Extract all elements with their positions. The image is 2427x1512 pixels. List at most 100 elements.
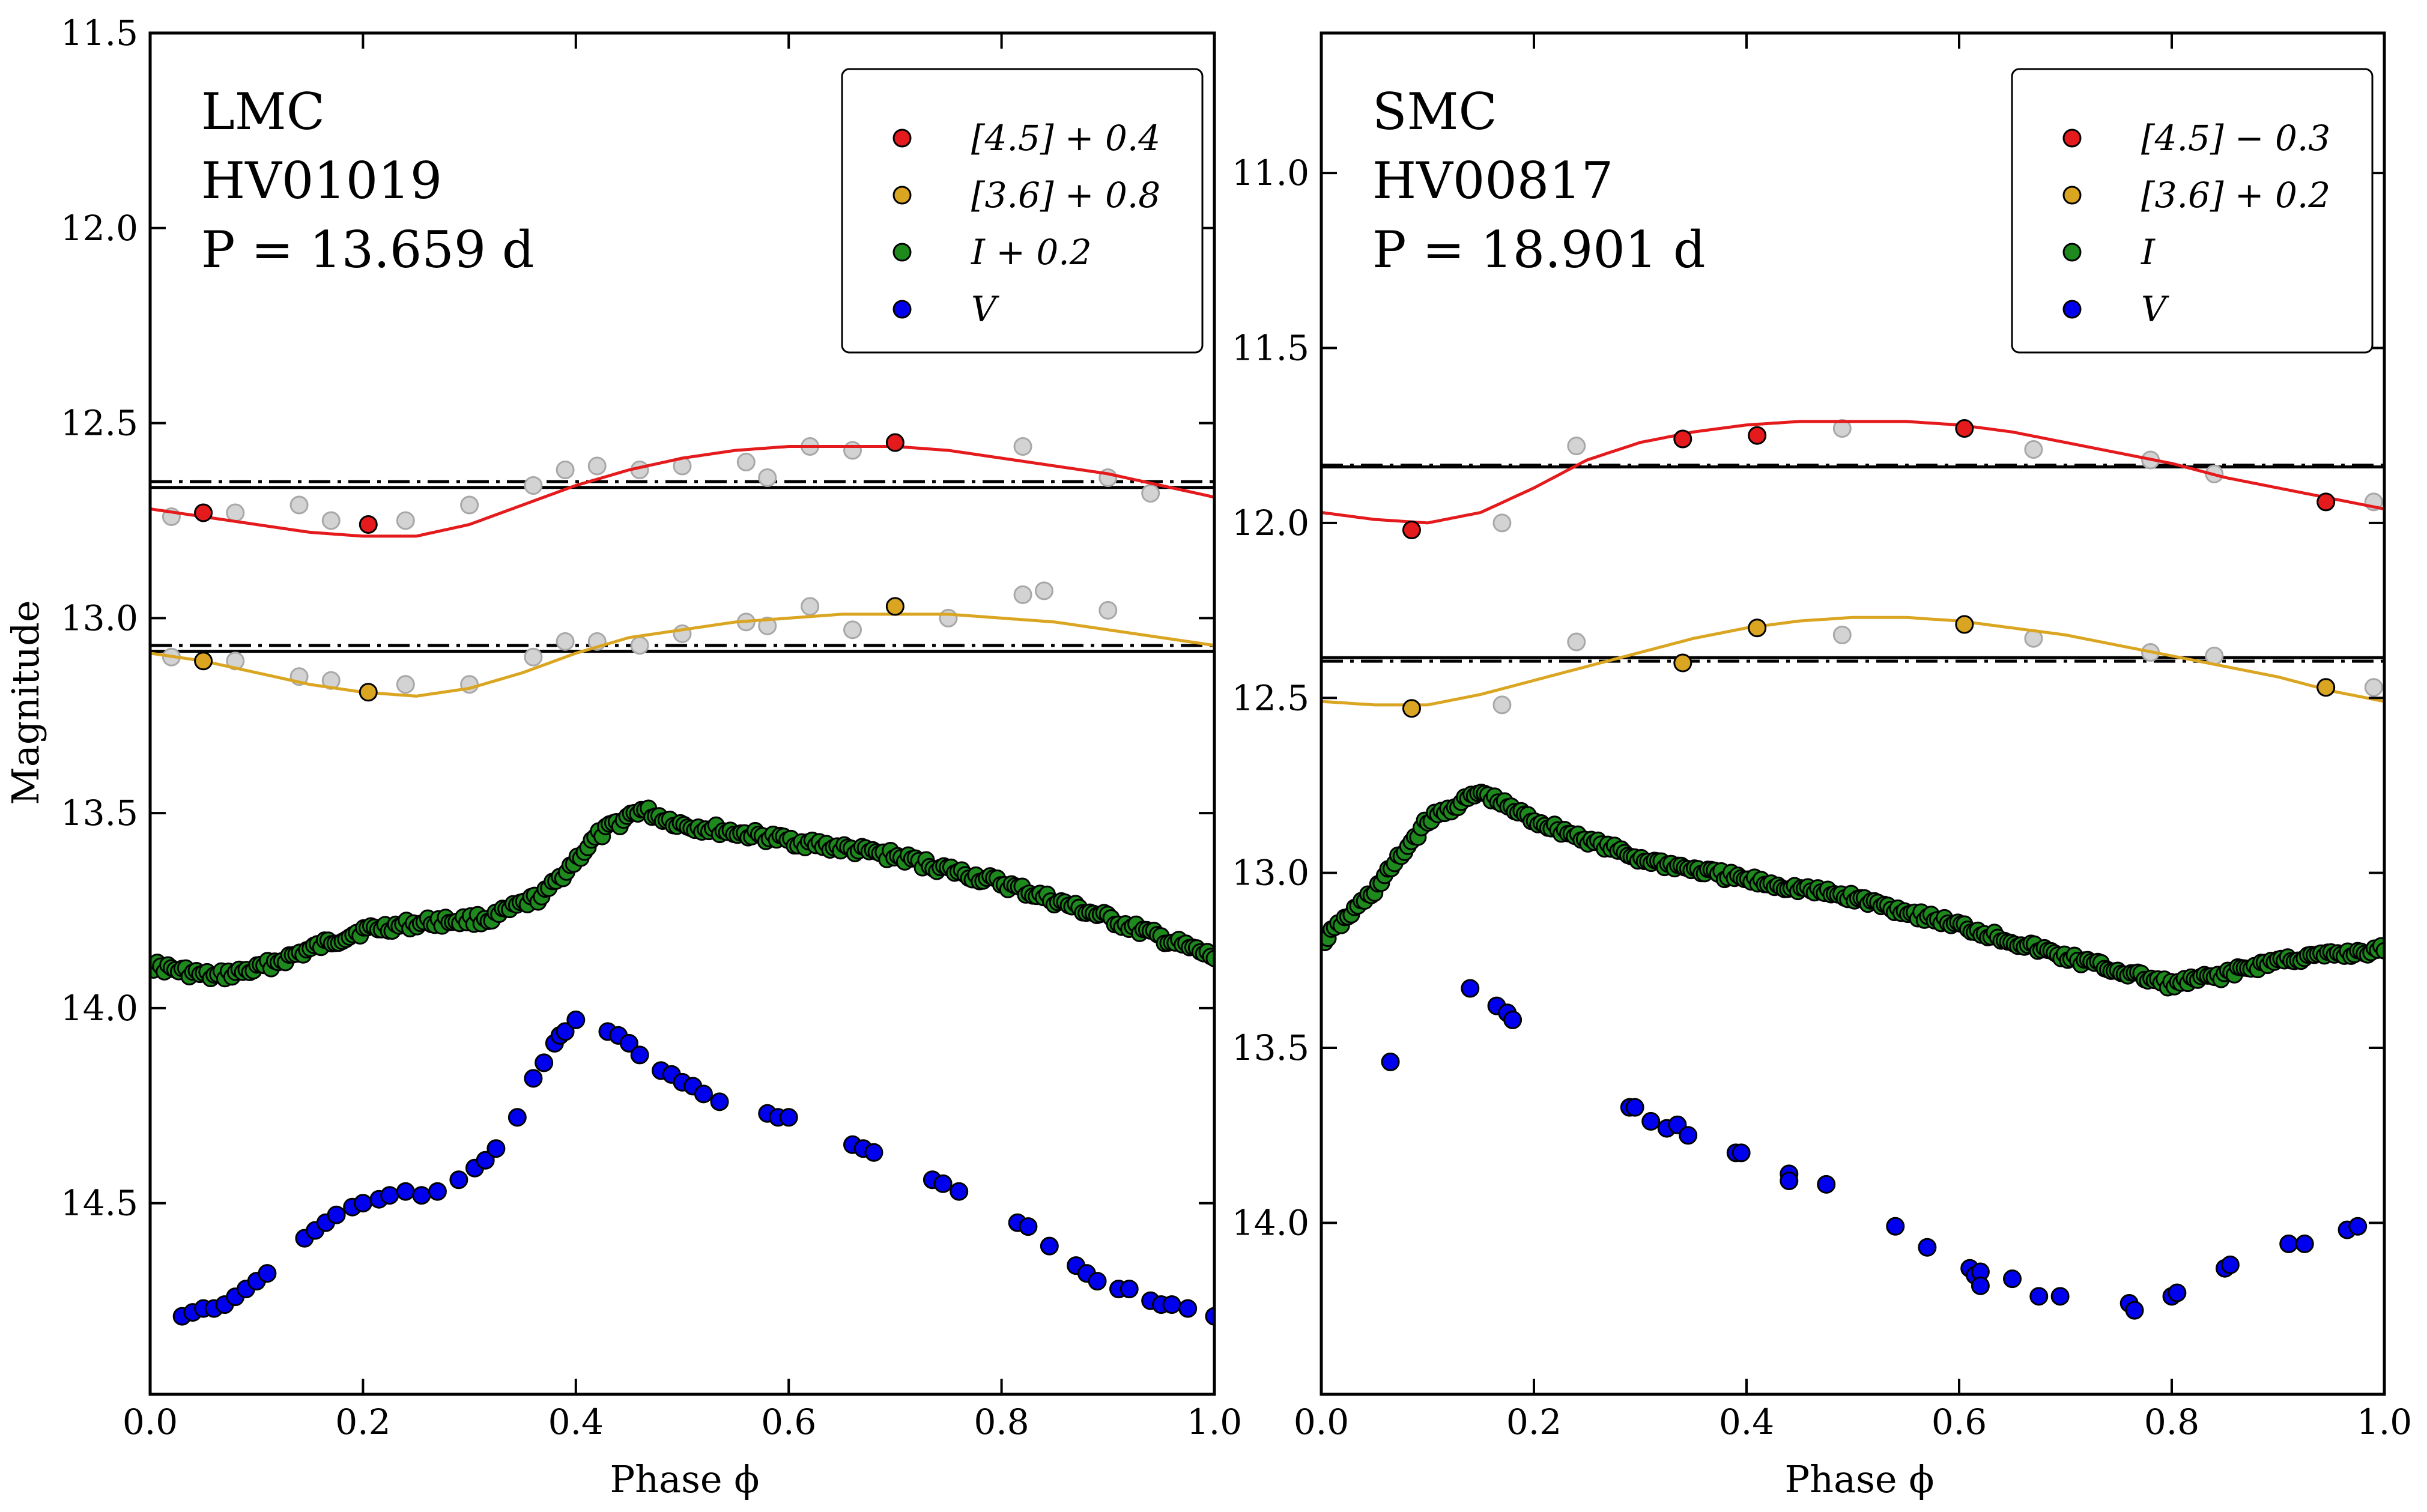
legend-marker — [892, 243, 912, 262]
y-tick-label: 12.5 — [61, 403, 138, 444]
plot-frame — [1320, 31, 2386, 1396]
y-tick-label: 12.0 — [61, 208, 138, 249]
y-tick-label: 13.0 — [1232, 853, 1309, 894]
point--3-6-gray — [1567, 632, 1586, 652]
point-v — [508, 1108, 527, 1127]
point-v — [2125, 1301, 2144, 1320]
legend-marker — [2062, 129, 2082, 148]
y-tick-label: 13.0 — [61, 597, 138, 638]
x-tick-label: 0.2 — [335, 1402, 390, 1442]
point-v — [556, 1022, 575, 1041]
point--4-5-gray — [1567, 437, 1586, 456]
x-tick-label: 0.4 — [1719, 1402, 1774, 1442]
point-v — [2220, 1255, 2240, 1274]
x-tick-label: 1.0 — [2357, 1402, 2412, 1442]
point-i-0-2 — [1205, 949, 1214, 967]
point--3-6-0-2 — [2316, 678, 2336, 697]
point-v — [1461, 979, 1480, 998]
point--4-5-gray — [587, 456, 607, 476]
point-v — [327, 1205, 346, 1224]
legend-box — [2011, 68, 2374, 354]
point-v — [2279, 1234, 2298, 1253]
point--3-6-gray — [1034, 581, 1053, 600]
point--3-6-0-8 — [359, 683, 378, 702]
point-v — [412, 1186, 431, 1205]
point--3-6-gray — [630, 636, 649, 655]
point-v — [710, 1092, 729, 1111]
y-tick-label: 14.5 — [61, 1183, 138, 1224]
point-v — [258, 1264, 277, 1283]
point-v — [1019, 1217, 1038, 1236]
point--3-6-gray — [801, 597, 820, 616]
smc-panel: 0.0 0.2 0.4 0.6 0.8 1.0 11.0 11.5 12.0 12.5 13.0 13… — [1232, 31, 2412, 1442]
legend-label: V — [2141, 289, 2169, 330]
point--3-6-0-2 — [1748, 618, 1767, 638]
point--3-6-0-2 — [1955, 615, 1974, 634]
point--4-5-0-3 — [1673, 429, 1692, 449]
x-tick-label: 0.2 — [1506, 1402, 1562, 1442]
point--3-6-0-8 — [194, 652, 213, 671]
legend-label: I + 0.2 — [971, 232, 1092, 273]
legend-marker — [892, 129, 912, 148]
x-tick-label: 0.8 — [974, 1402, 1029, 1442]
point-v — [1120, 1280, 1139, 1299]
point-v — [1503, 1010, 1523, 1029]
point-v — [535, 1053, 554, 1072]
point--4-5-gray — [460, 495, 479, 515]
x-axis-title-right: Phase ϕ — [1784, 1457, 1934, 1501]
point-v — [630, 1045, 649, 1065]
y-tick-label: 11.0 — [1232, 153, 1309, 193]
legend-label: [4.5] + 0.4 — [971, 118, 1160, 159]
point--3-6-gray — [758, 616, 777, 635]
plot-area — [1321, 419, 2384, 1320]
point-v — [950, 1182, 969, 1201]
y-tick-label: 14.0 — [61, 988, 138, 1029]
y-tick-label: 14.0 — [1232, 1202, 1309, 1243]
point--3-6-gray — [524, 647, 543, 667]
point--3-6-gray — [556, 632, 575, 651]
legend-label: [4.5] − 0.3 — [2141, 118, 2330, 159]
legend-box — [841, 68, 1204, 354]
point-v — [933, 1174, 953, 1193]
point--4-5-gray — [289, 495, 309, 515]
point--3-6-gray — [1013, 585, 1032, 604]
point-v — [2348, 1217, 2368, 1236]
point--4-5-0-4 — [194, 503, 213, 522]
point--3-6-gray — [939, 608, 958, 627]
point--4-5-gray — [1141, 483, 1160, 503]
y-tick-label: 13.5 — [61, 793, 138, 833]
point-v — [353, 1194, 372, 1213]
y-tick-label: 11.5 — [1232, 327, 1309, 368]
point--3-6-gray — [1832, 625, 1852, 644]
point-v — [1625, 1098, 1644, 1117]
point-v — [1205, 1307, 1214, 1326]
y-tick-label: 11.5 — [61, 13, 138, 53]
point--4-5-gray — [524, 476, 543, 495]
point--4-5-gray — [1013, 437, 1032, 456]
point-i — [2375, 942, 2384, 960]
point--4-5-gray — [396, 511, 415, 530]
point--4-5-gray — [2024, 440, 2043, 459]
star-label: HV00817 — [1372, 151, 1613, 210]
legend-label: [3.6] + 0.8 — [971, 175, 1160, 216]
point-v — [2029, 1287, 2049, 1306]
legend: [4.5] − 0.3 [3.6] + 0.2 IV — [2011, 68, 2374, 354]
galaxy-label: LMC — [201, 82, 325, 141]
point--4-5-0-3 — [1402, 521, 1421, 540]
point-v — [2168, 1283, 2187, 1302]
point--4-5-0-3 — [2316, 492, 2336, 512]
x-tick-label: 0.6 — [761, 1402, 816, 1442]
point--4-5-0-4 — [359, 515, 378, 534]
star-label: HV01019 — [201, 151, 442, 210]
point-v — [1641, 1111, 1661, 1131]
point--3-6-0-2 — [1402, 699, 1421, 718]
point--4-5-0-4 — [885, 433, 904, 452]
legend-marker — [2062, 300, 2082, 319]
y-tick-label: 12.0 — [1232, 503, 1309, 543]
point--4-5-gray — [1492, 513, 1512, 533]
point-v — [476, 1151, 495, 1170]
point-v — [864, 1143, 883, 1162]
point--4-5-gray — [758, 468, 777, 488]
point-v — [1732, 1143, 1751, 1163]
point-v — [396, 1182, 415, 1201]
